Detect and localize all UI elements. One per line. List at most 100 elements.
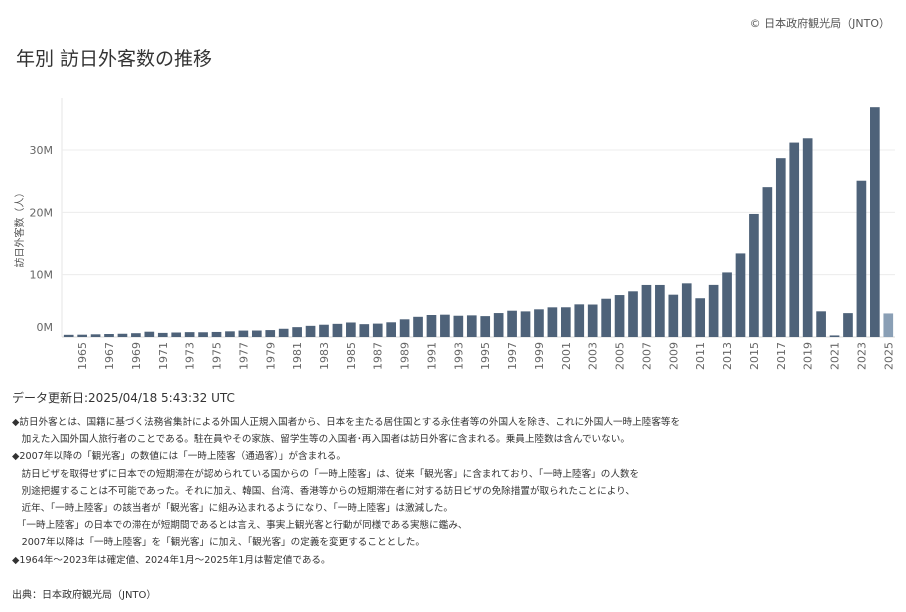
bar-1980[interactable] bbox=[278, 328, 289, 337]
bar-2016[interactable] bbox=[762, 187, 773, 337]
bar-2024[interactable] bbox=[870, 107, 880, 338]
x-tick-label: 1995 bbox=[479, 342, 492, 370]
bar-2015[interactable] bbox=[749, 213, 759, 337]
notes-block: ◆訪日外客とは、国籍に基づく法務省集計による外国人正規入国者から、日本を主たる居… bbox=[12, 414, 680, 569]
bar-1994[interactable] bbox=[466, 315, 477, 337]
data-updated-text: データ更新日:2025/04/18 5:43:32 UTC bbox=[12, 391, 235, 405]
bar-1991[interactable] bbox=[426, 315, 437, 337]
bar-1971[interactable] bbox=[157, 332, 168, 337]
x-tick-label: 1983 bbox=[318, 342, 331, 370]
bar-1993[interactable] bbox=[453, 315, 464, 337]
bar-1986[interactable] bbox=[359, 324, 370, 337]
bar-2018[interactable] bbox=[789, 142, 800, 337]
note-line: ◆1964年～2023年は確定値、2024年1月～2025年1月は暫定値である。 bbox=[12, 554, 331, 566]
bar-1988[interactable] bbox=[386, 322, 396, 337]
bar-1987[interactable] bbox=[372, 323, 383, 337]
x-tick-label: 1981 bbox=[291, 342, 304, 370]
bar-2007[interactable] bbox=[641, 284, 652, 337]
y-axis-ticks: 0M 10M 20M 30M bbox=[30, 144, 54, 334]
bar-2014[interactable] bbox=[735, 253, 746, 337]
bar-1984[interactable] bbox=[332, 323, 343, 337]
bar-2006[interactable] bbox=[628, 291, 638, 337]
note-line: 別途把握することは不可能であった。それに加え、韓国、台湾、香港等からの短期滞在者… bbox=[12, 485, 635, 497]
x-tick-label: 2015 bbox=[748, 342, 761, 370]
bar-1983[interactable] bbox=[319, 324, 329, 337]
bar-1985[interactable] bbox=[346, 322, 356, 337]
y-axis-label: 訪日外客数（人） bbox=[13, 188, 26, 268]
bar-2017[interactable] bbox=[775, 158, 786, 337]
x-tick-label: 1973 bbox=[184, 342, 197, 370]
x-tick-label: 2025 bbox=[882, 342, 895, 370]
y-tick-label: 20M bbox=[30, 206, 54, 219]
x-axis-ticks: 1965 1967 1969 1971 1973 1975 1977 1979 1981 1983… bbox=[76, 342, 895, 370]
bar-2009[interactable] bbox=[668, 294, 679, 337]
bar-1972[interactable] bbox=[171, 332, 182, 337]
bar-1979[interactable] bbox=[265, 330, 276, 337]
bar-2001[interactable] bbox=[560, 307, 571, 337]
bar-1999[interactable] bbox=[534, 309, 544, 337]
bar-2010[interactable] bbox=[681, 283, 692, 337]
x-tick-label: 1999 bbox=[533, 342, 546, 370]
x-tick-label: 1991 bbox=[425, 342, 438, 370]
bar-1976[interactable] bbox=[225, 331, 235, 337]
copyright-text: © 日本政府観光局（JNTO） bbox=[749, 17, 890, 30]
bar-1992[interactable] bbox=[440, 314, 450, 337]
x-tick-label: 2023 bbox=[855, 342, 868, 370]
y-tick-label: 30M bbox=[30, 144, 54, 157]
bar-1964[interactable] bbox=[63, 334, 74, 337]
bar-1974[interactable] bbox=[198, 332, 208, 337]
bar-1968[interactable] bbox=[117, 333, 128, 337]
bar-2013[interactable] bbox=[722, 272, 732, 337]
x-tick-label: 2019 bbox=[802, 342, 815, 370]
bar-1966[interactable] bbox=[90, 334, 101, 337]
bar-1977[interactable] bbox=[238, 330, 249, 337]
y-tick-label: 10M bbox=[30, 269, 54, 282]
bar-2019[interactable] bbox=[802, 138, 813, 337]
x-tick-label: 2005 bbox=[614, 342, 627, 370]
bar-1965[interactable] bbox=[77, 334, 87, 337]
x-tick-label: 2017 bbox=[775, 342, 788, 370]
x-tick-label: 1987 bbox=[372, 342, 385, 370]
x-tick-label: 2011 bbox=[694, 342, 707, 370]
bar-2004[interactable] bbox=[601, 298, 611, 337]
note-line: 2007年以降は「一時上陸客」を「観光客」に加え、「観光客」の定義を変更すること… bbox=[12, 537, 425, 549]
x-tick-label: 1965 bbox=[76, 342, 89, 370]
bar-1975[interactable] bbox=[211, 331, 222, 337]
bar-1978[interactable] bbox=[251, 330, 262, 337]
x-tick-label: 2013 bbox=[721, 342, 734, 370]
x-tick-label: 2009 bbox=[667, 342, 680, 370]
bar-1997[interactable] bbox=[507, 310, 517, 337]
bar-1995[interactable] bbox=[480, 316, 491, 337]
note-line: 近年、「一時上陸客」の該当者が「観光客」に組み込まれるようになり、「一時上陸客」… bbox=[12, 503, 453, 515]
bar-2005[interactable] bbox=[614, 295, 625, 337]
x-tick-label: 1977 bbox=[237, 342, 250, 370]
bar-2023[interactable] bbox=[856, 180, 867, 337]
note-line: ◆2007年以降の「観光客」の数値には「一時上陸客（通過客）」が含まれる。 bbox=[12, 451, 346, 463]
bar-1973[interactable] bbox=[184, 332, 195, 337]
bar-1969[interactable] bbox=[131, 333, 141, 337]
bar-2022[interactable] bbox=[843, 313, 853, 337]
bar-1989[interactable] bbox=[399, 319, 410, 337]
x-tick-label: 1969 bbox=[130, 342, 143, 370]
bar-1981[interactable] bbox=[292, 327, 302, 337]
note-line: 加えた入国外国人旅行者のことである。駐在員やその家族、留学生等の入国者･再入国者… bbox=[12, 434, 630, 446]
bar-1998[interactable] bbox=[520, 311, 531, 337]
bar-2003[interactable] bbox=[587, 304, 598, 337]
x-tick-label: 2021 bbox=[829, 342, 842, 370]
bar-2021[interactable] bbox=[829, 335, 840, 337]
bar-2012[interactable] bbox=[708, 284, 719, 337]
x-tick-label: 2007 bbox=[640, 342, 653, 370]
bar-1970[interactable] bbox=[144, 331, 155, 337]
bar-2011[interactable] bbox=[695, 298, 706, 337]
bar-2020[interactable] bbox=[816, 311, 826, 337]
bar-2008[interactable] bbox=[655, 284, 665, 337]
y-tick-label: 0M bbox=[37, 321, 54, 334]
source-text: 出典：日本政府観光局（JNTO） bbox=[12, 590, 157, 601]
bar-1996[interactable] bbox=[493, 313, 504, 337]
bar-1990[interactable] bbox=[413, 316, 423, 337]
bar-1982[interactable] bbox=[305, 325, 316, 337]
bar-2025[interactable] bbox=[883, 313, 894, 337]
bar-2000[interactable] bbox=[547, 307, 558, 337]
bar-1967[interactable] bbox=[104, 334, 114, 337]
bar-2002[interactable] bbox=[574, 304, 585, 337]
